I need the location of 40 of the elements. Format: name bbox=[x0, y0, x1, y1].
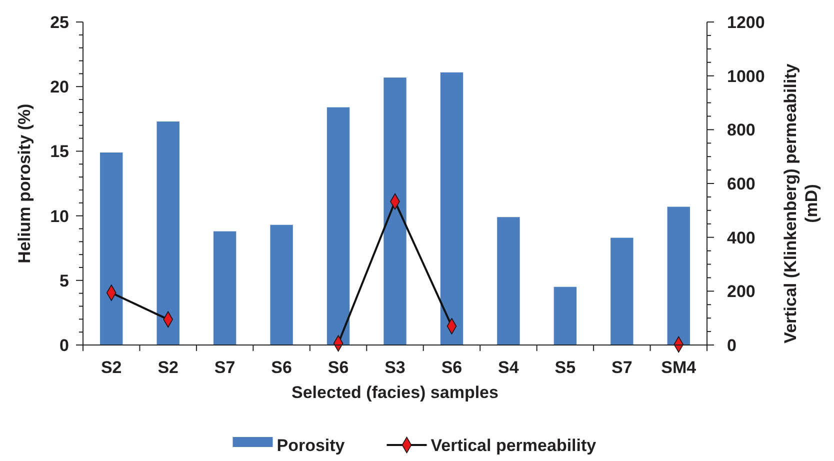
bar bbox=[554, 286, 577, 345]
x-tick-label: S3 bbox=[384, 358, 406, 377]
y2-tick-label: 600 bbox=[727, 174, 756, 194]
y2-tick-label: 200 bbox=[727, 282, 756, 302]
bar bbox=[497, 217, 520, 345]
bar bbox=[270, 224, 293, 345]
y-tick-label: 10 bbox=[50, 206, 69, 226]
y2-axis-title: Vertical (Klinkenberg) permeability (mD) bbox=[781, 63, 821, 344]
y2-tick-label: 800 bbox=[727, 120, 756, 140]
x-tick-label: SM4 bbox=[661, 358, 697, 377]
legend-label: Vertical permeability bbox=[430, 436, 597, 455]
bar bbox=[100, 152, 123, 345]
y-tick-label: 25 bbox=[50, 12, 69, 32]
y-tick-label: 0 bbox=[60, 336, 69, 355]
bar bbox=[667, 206, 690, 345]
x-tick-label: S4 bbox=[498, 358, 520, 377]
y-axis-title: Helium porosity (%) bbox=[15, 104, 34, 264]
bar bbox=[440, 72, 464, 345]
y2-tick-label: 1200 bbox=[727, 12, 765, 32]
y-tick-label: 15 bbox=[50, 142, 69, 162]
x-tick-label: S7 bbox=[214, 358, 236, 377]
legend-label: Porosity bbox=[276, 436, 346, 455]
bar bbox=[326, 107, 350, 345]
x-tick-label: S2 bbox=[158, 358, 178, 377]
x-tick-label: S7 bbox=[612, 358, 632, 377]
y2-tick-label: 1000 bbox=[727, 66, 765, 86]
y-tick-label: 5 bbox=[60, 271, 69, 290]
y2-tick-label: 0 bbox=[727, 336, 736, 355]
y-tick-label: 20 bbox=[50, 78, 69, 97]
x-axis-title: Selected (facies) samples bbox=[292, 383, 498, 402]
x-tick-label: S6 bbox=[271, 358, 292, 377]
bar bbox=[610, 238, 634, 345]
x-tick-label: S6 bbox=[328, 358, 349, 377]
bar bbox=[213, 231, 236, 345]
bar bbox=[156, 121, 180, 345]
bar bbox=[384, 78, 406, 345]
x-tick-label: S6 bbox=[441, 358, 462, 377]
x-tick-label: S2 bbox=[100, 358, 122, 377]
x-tick-label: S5 bbox=[554, 358, 576, 377]
y2-tick-label: 400 bbox=[727, 228, 756, 248]
